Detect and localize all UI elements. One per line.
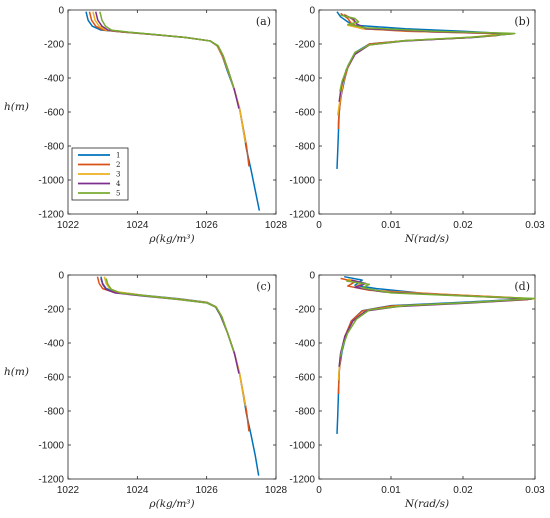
x-tick-label: 0.02 (453, 485, 473, 496)
y-tick-label: -600 (44, 373, 64, 384)
x-axis-label: N(rad/s) (404, 233, 449, 245)
panel-label: (a) (256, 15, 271, 28)
x-tick-label: 0 (316, 485, 322, 496)
y-tick-label: -400 (295, 339, 315, 350)
legend-label: 4 (116, 180, 121, 188)
series-line-5 (339, 14, 516, 92)
y-tick-label: 0 (309, 6, 315, 17)
legend-label: 1 (116, 152, 120, 160)
y-tick-label: -1200 (289, 210, 315, 221)
legend-label: 2 (116, 161, 120, 169)
y-tick-label: 0 (58, 271, 64, 282)
x-axis-label: ρ(kg/m³) (148, 233, 194, 245)
y-tick-label: -200 (295, 40, 315, 51)
y-tick-label: -800 (295, 407, 315, 418)
legend-label: 5 (116, 190, 120, 198)
x-tick-label: 1026 (196, 220, 219, 231)
series-line-5 (99, 11, 235, 89)
x-tick-label: 0.01 (381, 485, 401, 496)
y-tick-label: -600 (295, 373, 315, 384)
y-tick-label: -800 (295, 142, 315, 153)
x-tick-label: 0.03 (525, 485, 545, 496)
y-tick-label: -200 (295, 305, 315, 316)
y-tick-label: -600 (44, 108, 64, 119)
y-tick-label: -1200 (38, 475, 64, 486)
y-tick-label: -1000 (38, 441, 64, 452)
plot-frame (318, 274, 536, 480)
y-tick-label: -1200 (289, 475, 315, 486)
panel-a: 1022 1024 1026 1028 0 -200 -400 -600 -800 -1000 -1… (4, 6, 288, 246)
x-axis-label: N(rad/s) (404, 498, 449, 510)
legend: 12 34 5 (71, 147, 129, 201)
y-tick-label: -1200 (38, 210, 64, 221)
x-tick-label: 1022 (57, 220, 80, 231)
y-tick-label: 0 (58, 6, 64, 17)
panel-c: 1022 1024 1026 1028 0 -200 -400 -600 -800 -1000 -1… (4, 271, 288, 511)
y-tick-label: -1000 (289, 441, 315, 452)
y-axis-label: h(m) (4, 101, 29, 113)
y-tick-label: -200 (44, 40, 64, 51)
panel-label: (d) (514, 280, 530, 293)
plot-frame (318, 9, 536, 215)
y-tick-label: -800 (44, 407, 64, 418)
x-tick-label: 1026 (196, 485, 219, 496)
panel-b: 0 0.01 0.02 0.03 0 -200 -400 -600 -800 -1000 -1200… (289, 6, 545, 246)
y-tick-label: -1000 (289, 176, 315, 187)
panel-d: 0 0.01 0.02 0.03 0 -200 -400 -600 -800 -1000 -1200… (289, 271, 545, 511)
y-tick-label: -400 (44, 74, 64, 85)
series-line-5 (105, 278, 235, 352)
x-tick-label: 1024 (126, 485, 149, 496)
x-tick-label: 0.02 (453, 220, 473, 231)
x-axis-label: ρ(kg/m³) (148, 498, 194, 510)
y-tick-label: 0 (309, 271, 315, 282)
plot-frame (67, 274, 277, 480)
x-tick-label: 0.01 (381, 220, 401, 231)
y-tick-label: -1000 (38, 176, 64, 187)
panel-label: (c) (256, 280, 271, 293)
y-tick-label: -600 (295, 108, 315, 119)
legend-label: 3 (116, 171, 120, 179)
y-tick-label: -200 (44, 305, 64, 316)
x-tick-label: 1022 (57, 485, 80, 496)
series-line-5 (339, 280, 536, 357)
x-tick-label: 0 (316, 220, 322, 231)
y-tick-label: -800 (44, 142, 64, 153)
x-tick-label: 0.03 (525, 220, 545, 231)
x-tick-label: 1028 (265, 485, 288, 496)
y-axis-label: h(m) (4, 366, 29, 378)
x-tick-label: 1024 (126, 220, 149, 231)
y-tick-label: -400 (295, 74, 315, 85)
y-tick-label: -400 (44, 339, 64, 350)
panel-label: (b) (514, 15, 530, 28)
x-tick-label: 1028 (265, 220, 288, 231)
